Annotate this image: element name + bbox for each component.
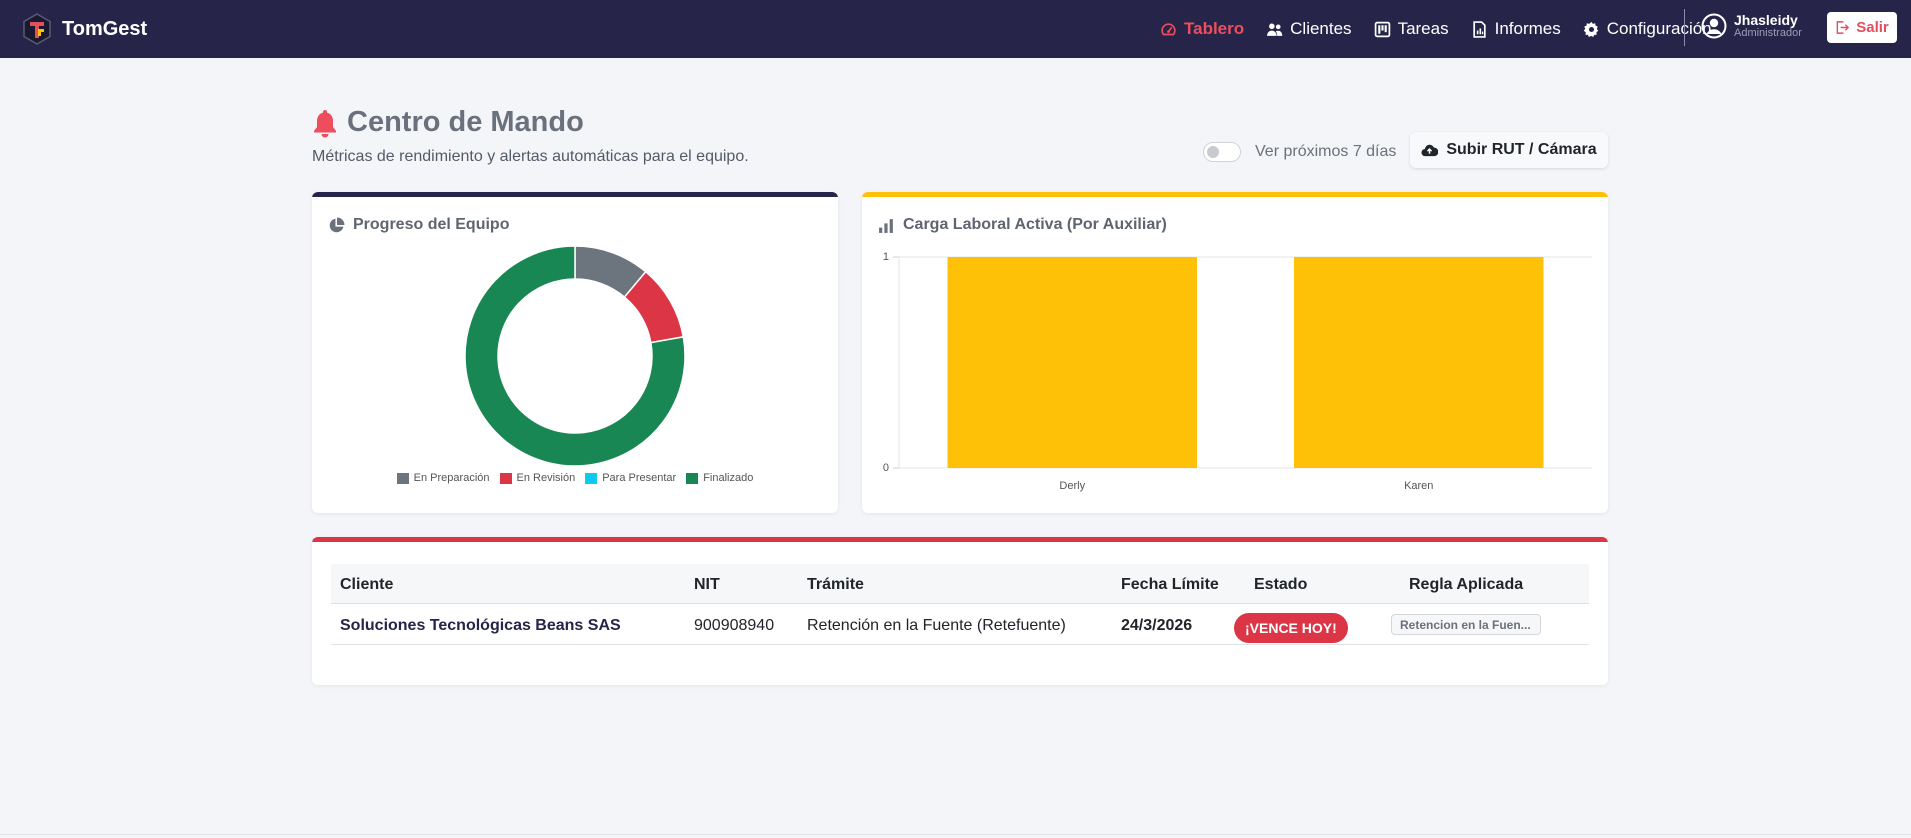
legend-item[interactable]: En Revisión <box>499 472 576 484</box>
nav-item-informes[interactable]: Informes <box>1471 19 1561 39</box>
card-title: Carga Laboral Activa (Por Auxiliar) <box>878 216 1167 234</box>
logout-button[interactable]: Salir <box>1827 12 1897 43</box>
y-tick-label: 1 <box>883 251 889 263</box>
card-accent-bar <box>862 192 1608 197</box>
th-nit[interactable]: NIT <box>694 576 720 593</box>
page-title: Centro de Mando <box>312 106 584 139</box>
th-fecha-limite[interactable]: Fecha Límite <box>1121 576 1219 593</box>
gauge-icon <box>1161 22 1176 35</box>
nav-item-label: Tareas <box>1397 19 1449 38</box>
page-title-text: Centro de Mando <box>347 106 584 138</box>
nav-links: Tablero Clientes Tareas Informes Configu… <box>1160 0 1734 58</box>
users-icon <box>1267 23 1283 36</box>
gear-icon <box>1583 21 1599 37</box>
nav-item-tareas[interactable]: Tareas <box>1374 19 1449 39</box>
th-regla-aplicada[interactable]: Regla Aplicada <box>1409 576 1524 593</box>
legend-label: Finalizado <box>703 472 754 484</box>
cloud-upload-icon <box>1421 144 1439 156</box>
nav-item-configuracion[interactable]: Configuración <box>1583 19 1712 39</box>
donut-legend: En Preparación En Revisión Para Presentar F… <box>312 472 838 484</box>
team-progress-card: Progreso del Equipo En Preparación En Rev… <box>312 192 838 513</box>
kanban-icon <box>1374 21 1390 37</box>
nav-item-label: Tablero <box>1184 19 1245 38</box>
cell-tramite: Retención en la Fuente (Retefuente) <box>807 617 1066 634</box>
donut-slice[interactable] <box>464 245 686 467</box>
bar[interactable] <box>1294 257 1544 468</box>
bell-icon <box>314 109 336 137</box>
legend-swatch <box>585 472 598 484</box>
team-progress-donut-chart <box>464 245 686 467</box>
th-estado[interactable]: Estado <box>1254 576 1308 593</box>
legend-label: En Preparación <box>413 472 490 484</box>
cell-fecha: 24/3/2026 <box>1121 617 1193 634</box>
nav-item-label: Informes <box>1494 19 1561 38</box>
toggle-label: Ver próximos 7 días <box>1255 143 1397 160</box>
workload-card: Carga Laboral Activa (Por Auxiliar) 0 1 De… <box>862 192 1608 513</box>
table-row[interactable]: Soluciones Tecnológicas Beans SAS 900908… <box>331 605 1589 645</box>
user-avatar-icon <box>1701 13 1727 39</box>
brand[interactable]: TomGest <box>22 13 147 45</box>
legend-swatch <box>396 472 409 484</box>
nav-divider <box>1684 9 1685 46</box>
legend-swatch <box>499 472 512 484</box>
th-tramite[interactable]: Trámite <box>807 576 864 593</box>
brand-logo-icon <box>23 13 51 45</box>
th-cliente[interactable]: Cliente <box>340 576 394 593</box>
card-accent-bar <box>312 537 1608 542</box>
next-7-days-toggle[interactable]: Ver próximos 7 días <box>1203 142 1396 162</box>
nav-item-label: Clientes <box>1290 19 1352 38</box>
nav-item-tablero[interactable]: Tablero <box>1160 19 1244 39</box>
legend-label: Para Presentar <box>602 472 677 484</box>
top-navbar: TomGest Tablero Clientes Tareas Informes… <box>0 0 1911 58</box>
legend-item[interactable]: Finalizado <box>686 472 753 484</box>
pie-chart-icon <box>329 217 345 232</box>
toggle-knob <box>1207 146 1219 158</box>
card-title-text: Progreso del Equipo <box>353 216 510 233</box>
card-title: Progreso del Equipo <box>328 216 509 234</box>
user-role: Administrador <box>1734 27 1802 39</box>
upload-label: Subir RUT / Cámara <box>1446 141 1597 158</box>
status-badge: ¡VENCE HOY! <box>1234 613 1348 643</box>
bar-chart-icon <box>879 218 893 233</box>
nav-item-label: Configuración <box>1606 19 1712 38</box>
logout-icon <box>1836 21 1850 34</box>
card-accent-bar <box>312 192 838 197</box>
file-report-icon <box>1472 20 1486 38</box>
page-subtitle: Métricas de rendimiento y alertas automá… <box>312 148 749 165</box>
x-tick-label: Derly <box>1059 480 1085 492</box>
user-menu[interactable]: Jhasleidy Administrador <box>1701 13 1802 39</box>
logout-label: Salir <box>1856 19 1889 36</box>
card-title-text: Carga Laboral Activa (Por Auxiliar) <box>903 216 1167 233</box>
upload-rut-button[interactable]: Subir RUT / Cámara <box>1410 132 1608 168</box>
brand-name: TomGest <box>62 17 148 40</box>
legend-label: En Revisión <box>516 472 576 484</box>
table-header: Cliente NIT Trámite Fecha Límite Estado … <box>331 564 1589 604</box>
legend-item[interactable]: Para Presentar <box>585 472 676 484</box>
x-tick-label: Karen <box>1404 480 1433 492</box>
workload-bar-chart: 0 1 Derly Karen <box>883 251 1592 492</box>
user-name: Jhasleidy <box>1734 12 1798 28</box>
legend-swatch <box>686 472 699 484</box>
footer-divider <box>0 834 1911 835</box>
legend-item[interactable]: En Preparación <box>396 472 490 484</box>
nav-item-clientes[interactable]: Clientes <box>1266 19 1352 39</box>
rule-badge[interactable]: Retencion en la Fuen... <box>1391 614 1541 635</box>
alerts-table-card: Cliente NIT Trámite Fecha Límite Estado … <box>312 537 1608 685</box>
cell-nit: 900908940 <box>694 617 775 634</box>
bar[interactable] <box>947 257 1197 468</box>
toggle-switch[interactable] <box>1203 142 1241 162</box>
y-tick-label: 0 <box>883 462 889 474</box>
cell-cliente[interactable]: Soluciones Tecnológicas Beans SAS <box>340 617 621 634</box>
